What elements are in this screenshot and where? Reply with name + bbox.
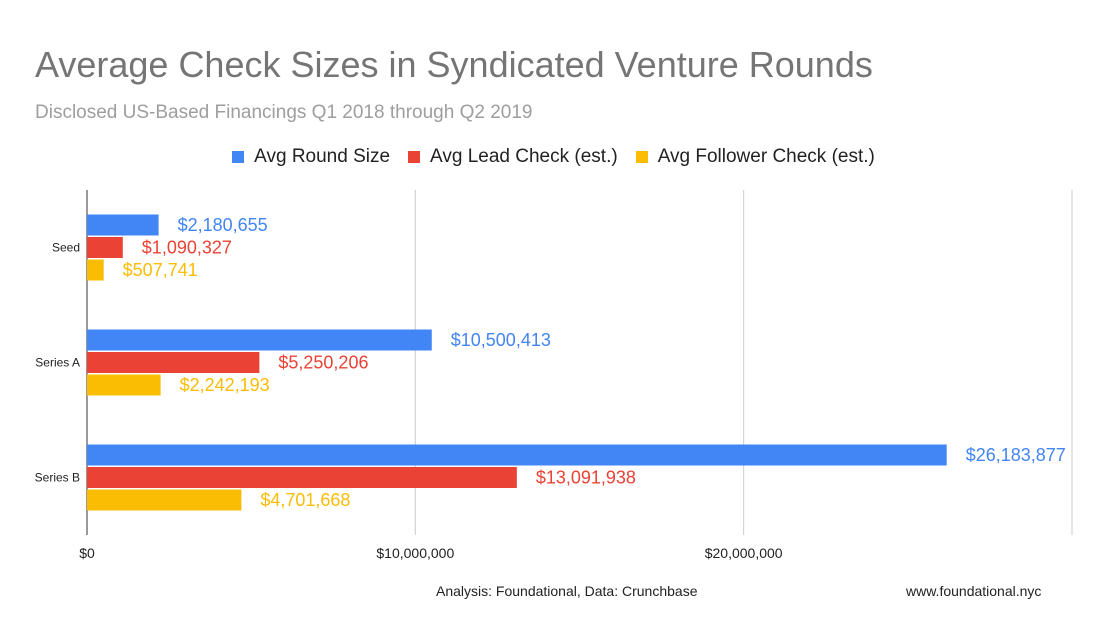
legend-swatch-lead-check (408, 151, 421, 163)
category-label-1: Series A (35, 356, 80, 370)
x-tick-label-0: $0 (79, 545, 95, 561)
bar-0-1 (87, 237, 123, 258)
legend-swatch-follower-check (635, 151, 648, 163)
legend-label-follower-check: Avg Follower Check (est.) (657, 146, 875, 167)
chart-subtitle: Disclosed US-Based Financings Q1 2018 th… (35, 102, 533, 123)
chart-title: Average Check Sizes in Syndicated Ventur… (35, 44, 873, 85)
data-label-2-2: $4,701,668 (260, 490, 350, 510)
category-label-0: Seed (52, 241, 80, 255)
data-label-0-2: $507,741 (123, 260, 198, 280)
x-tick-label-1: $10,000,000 (376, 545, 454, 561)
legend-item-follower-check: Avg Follower Check (est.) (635, 146, 875, 168)
bar-2-0 (87, 444, 947, 466)
data-label-1-0: $10,500,413 (451, 330, 551, 350)
bar-2-1 (87, 467, 517, 488)
legend-label-round-size: Avg Round Size (254, 146, 391, 167)
bar-1-0 (87, 329, 432, 351)
bar-1-1 (87, 352, 260, 373)
legend-label-lead-check: Avg Lead Check (est.) (430, 146, 618, 167)
legend-swatch-round-size (232, 151, 245, 163)
chart-legend: Avg Round Size Avg Lead Check (est.) Avg… (0, 146, 1107, 168)
bar-2-2 (87, 489, 242, 511)
data-label-1-2: $2,242,193 (180, 375, 270, 395)
bar-0-2 (87, 259, 104, 281)
data-label-0-1: $1,090,327 (142, 238, 232, 258)
bar-1-2 (87, 374, 161, 396)
bar-0-0 (87, 214, 159, 236)
data-label-0-0: $2,180,655 (178, 215, 268, 235)
legend-item-lead-check: Avg Lead Check (est.) (408, 146, 618, 168)
legend-item-round-size: Avg Round Size (232, 146, 390, 168)
data-label-2-0: $26,183,877 (966, 445, 1066, 465)
data-label-2-1: $13,091,938 (536, 468, 636, 488)
data-label-1-1: $5,250,206 (278, 353, 368, 373)
footer-source: Analysis: Foundational, Data: Crunchbase (436, 583, 698, 599)
category-label-2: Series B (35, 471, 80, 485)
x-tick-label-2: $20,000,000 (705, 545, 783, 561)
footer-website: www.foundational.nyc (906, 583, 1042, 599)
